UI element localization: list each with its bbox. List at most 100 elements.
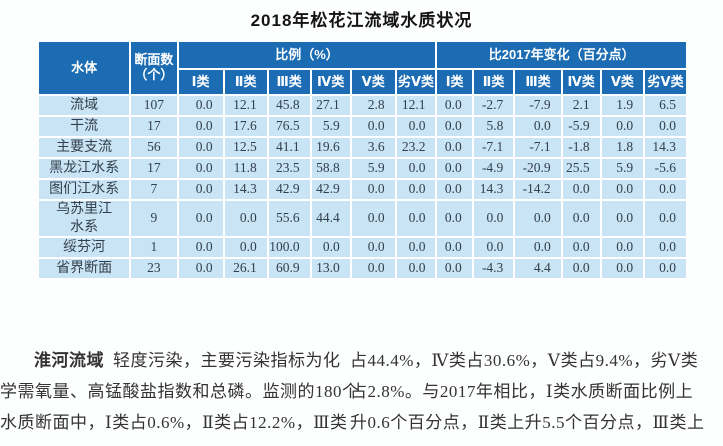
- value-cell: 60.9: [266, 257, 312, 280]
- water-body-cell: 主要支流: [36, 136, 132, 159]
- paragraph-line: 学需氧量、高锰酸盐指数和总磷。监测的180个: [0, 382, 360, 401]
- col-header-change-class-2: Ⅱ类: [471, 68, 516, 96]
- value-cell: 0.0: [513, 236, 563, 259]
- section-count-cell: 1: [129, 236, 179, 259]
- table-row: 黑龙江水系 17 0.0 11.8 23.5 58.8 5.9 0.0 0.0 -4.9 -20.9…: [36, 157, 688, 180]
- table-row: 流域 107 0.0 12.1 45.8 27.1 2.8 12.1 0.0 -2.7 -7.9 2.…: [36, 94, 688, 117]
- value-cell: 0.0: [513, 199, 563, 238]
- value-cell: 0.0: [471, 236, 516, 259]
- col-header-change-class-1: Ⅰ类: [435, 68, 474, 96]
- value-cell: 0.0: [643, 236, 688, 259]
- table-row: 图们江水系 7 0.0 14.3 42.9 42.9 0.0 0.0 0.0 14.3 -14.2 0…: [36, 178, 688, 201]
- value-cell: 5.9: [599, 157, 646, 180]
- value-cell: 0.0: [176, 199, 225, 238]
- value-cell: 4.4: [513, 257, 563, 280]
- value-cell: 0.0: [349, 199, 397, 238]
- value-cell: 2.8: [349, 94, 397, 117]
- value-cell: 42.9: [309, 178, 352, 201]
- value-cell: -2.7: [471, 94, 516, 117]
- value-cell: 5.8: [471, 115, 516, 138]
- value-cell: 0.0: [435, 136, 474, 159]
- value-cell: 0.0: [394, 178, 438, 201]
- value-cell: 25.5: [560, 157, 602, 180]
- value-cell: 0.0: [349, 257, 397, 280]
- col-header-section-count: 断面数 （个）: [129, 40, 179, 96]
- col-header-change-class-5: Ⅴ类: [599, 68, 646, 96]
- value-cell: 0.0: [643, 257, 688, 280]
- value-cell: 0.0: [599, 178, 646, 201]
- value-cell: 0.0: [435, 236, 474, 259]
- value-cell: 0.0: [176, 157, 225, 180]
- value-cell: 1.8: [599, 136, 646, 159]
- value-cell: 0.0: [222, 236, 269, 259]
- value-cell: 0.0: [176, 136, 225, 159]
- section-count-cell: 107: [129, 94, 179, 117]
- value-cell: 0.0: [560, 257, 602, 280]
- value-cell: 0.0: [349, 236, 397, 259]
- col-header-change-class-3: Ⅲ类: [513, 68, 563, 96]
- col-header-change-class-4: Ⅳ类: [560, 68, 602, 96]
- value-cell: 1.9: [599, 94, 646, 117]
- value-cell: 5.9: [349, 157, 397, 180]
- value-cell: -7.1: [471, 136, 516, 159]
- water-body-cell: 流域: [36, 94, 132, 117]
- body-text-left-column: 淮河流域 轻度污染，主要污染指标为化 学需氧量、高锰酸盐指数和总磷。监测的180个…: [0, 345, 360, 438]
- value-cell: 11.8: [222, 157, 269, 180]
- section-count-cell: 23: [129, 257, 179, 280]
- value-cell: 14.3: [643, 136, 688, 159]
- value-cell: -4.3: [471, 257, 516, 280]
- value-cell: 42.9: [266, 178, 312, 201]
- page-title: 2018年松花江流域水质状况: [250, 11, 473, 30]
- value-cell: -5.9: [560, 115, 602, 138]
- value-cell: -20.9: [513, 157, 563, 180]
- value-cell: 55.6: [266, 199, 312, 238]
- col-header-prop-class-worse5: 劣Ⅴ类: [394, 68, 438, 96]
- value-cell: 14.3: [471, 178, 516, 201]
- value-cell: 0.0: [435, 178, 474, 201]
- value-cell: 23.5: [266, 157, 312, 180]
- value-cell: 0.0: [176, 115, 225, 138]
- section-count-cell: 17: [129, 115, 179, 138]
- value-cell: 0.0: [176, 178, 225, 201]
- value-cell: 0.0: [435, 199, 474, 238]
- value-cell: 0.0: [599, 115, 646, 138]
- value-cell: 0.0: [394, 157, 438, 180]
- value-cell: 0.0: [222, 199, 269, 238]
- col-header-change-class-worse5: 劣Ⅴ类: [643, 68, 688, 96]
- value-cell: 0.0: [176, 236, 225, 259]
- value-cell: 17.6: [222, 115, 269, 138]
- col-header-water-body: 水体: [36, 40, 132, 96]
- water-body-cell: 省界断面: [36, 257, 132, 280]
- value-cell: 0.0: [599, 236, 646, 259]
- value-cell: 12.1: [394, 94, 438, 117]
- paragraph-line: 升0.6个百分点，Ⅱ类上升5.5个百分点，Ⅲ类上: [350, 413, 705, 432]
- value-cell: 100.0: [266, 236, 312, 259]
- value-cell: 0.0: [643, 178, 688, 201]
- value-cell: 0.0: [643, 115, 688, 138]
- water-body-cell: 干流: [36, 115, 132, 138]
- col-header-prop-class-4: Ⅳ类: [309, 68, 352, 96]
- col-header-prop-class-2: Ⅱ类: [222, 68, 269, 96]
- value-cell: 0.0: [560, 178, 602, 201]
- section-count-cell: 56: [129, 136, 179, 159]
- value-cell: -7.9: [513, 94, 563, 117]
- value-cell: 0.0: [599, 199, 646, 238]
- value-cell: 0.0: [309, 236, 352, 259]
- value-cell: 0.0: [394, 115, 438, 138]
- value-cell: -7.1: [513, 136, 563, 159]
- value-cell: 0.0: [435, 257, 474, 280]
- table-header: 水体 断面数 （个） 比例（%） 比2017年变化（百分点） Ⅰ类 Ⅱ类 Ⅲ类 …: [36, 40, 688, 96]
- value-cell: 0.0: [176, 257, 225, 280]
- value-cell: 0.0: [643, 199, 688, 238]
- value-cell: 14.3: [222, 178, 269, 201]
- section-count-cell: 7: [129, 178, 179, 201]
- value-cell: 45.8: [266, 94, 312, 117]
- water-body-cell: 图们江水系: [36, 178, 132, 201]
- value-cell: 41.1: [266, 136, 312, 159]
- value-cell: 0.0: [176, 94, 225, 117]
- value-cell: 0.0: [471, 199, 516, 238]
- body-text-right-column: 占44.4%，Ⅳ类占30.6%，Ⅴ类占9.4%，劣Ⅴ类 占2.8%。与2017年…: [350, 345, 723, 438]
- value-cell: 2.1: [560, 94, 602, 117]
- value-cell: 44.4: [309, 199, 352, 238]
